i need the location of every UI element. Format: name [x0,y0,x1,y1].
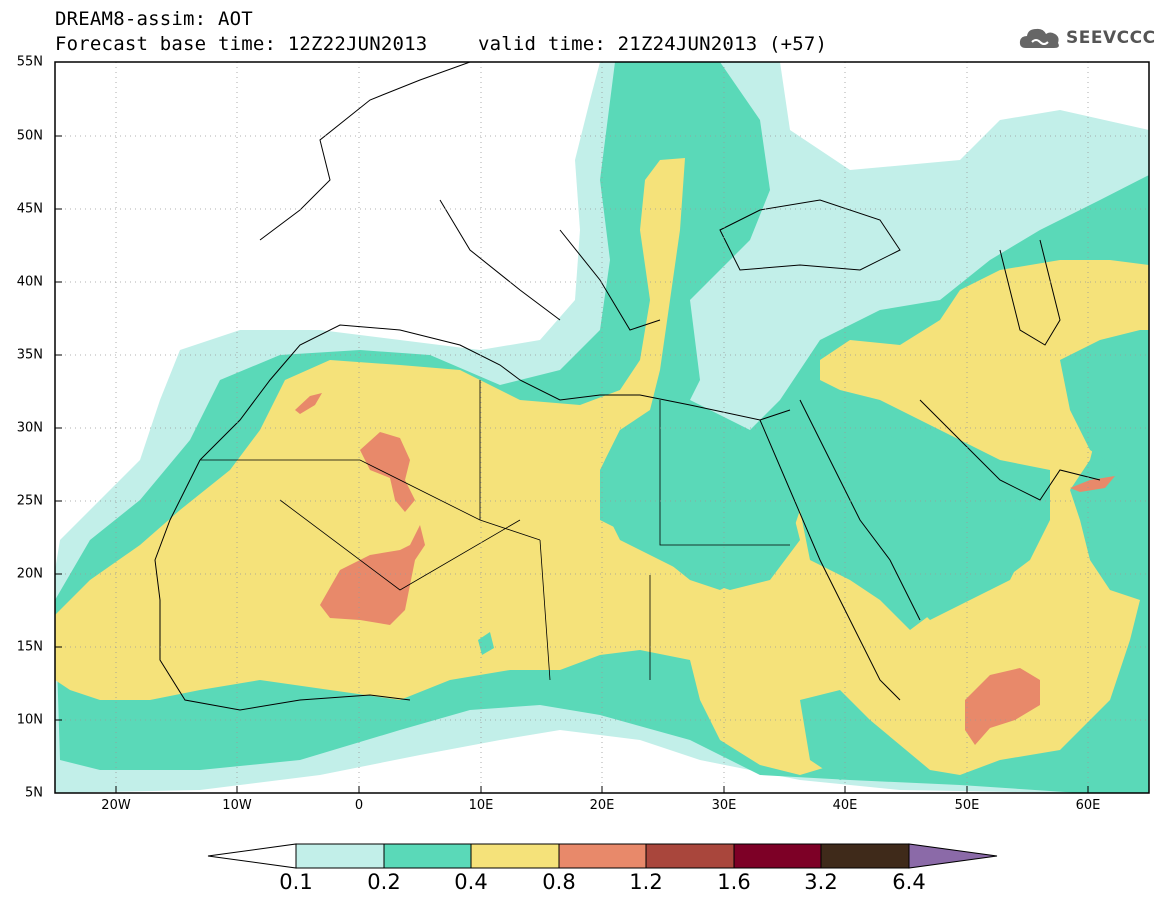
colorbar-bin-1.6 [733,843,822,869]
lat-label-30n: 30N [16,420,43,436]
colorbar [207,843,998,869]
seevccc-logo: SEEVCCC [1018,24,1156,52]
aot-level-0.8-algeria [360,432,415,512]
lon-label-50e: 50E [954,798,980,813]
lon-label-10e: 10E [468,798,494,813]
lon-label-40e: 40E [832,798,858,813]
coastline-gulf [919,399,1101,501]
aot-level-0.8-iran [1070,476,1115,492]
lat-label-5n: 5N [25,785,43,801]
lat-label-40n: 40N [16,274,43,290]
aot-level-0.2-spot [478,632,494,655]
lat-label-45n: 45N [16,201,43,217]
colorbar-over-arrow [908,843,998,869]
valid-time: valid time: 21Z24JUN2013 (+57) [478,33,828,55]
aot-level-0.2-arabia [810,400,1030,620]
country-borders [200,380,790,681]
coastlines [154,62,1101,711]
lat-label-10n: 10N [16,712,43,728]
colorbar-label-6.4: 6.4 [892,870,926,894]
aot-level-0.2-horn [800,690,880,780]
lat-label-50n: 50N [16,128,43,144]
aot-level-0.2-iran [1060,330,1149,470]
colorbar-bin-3.2 [820,843,910,869]
aot-level-0.8-morocco [295,393,322,414]
logo-text: SEEVCCC [1066,28,1156,48]
coastline-blacksea [719,199,901,271]
coastline-northafrica [199,324,791,461]
coastline-redsea [759,399,921,701]
cloud-icon [1019,28,1059,48]
coastline-caspian [999,239,1061,346]
aot-level-0.8-niger [320,525,425,625]
colorbar-label-3.2: 3.2 [804,870,838,894]
colorbar-under-arrow [207,843,297,869]
colorbar-bin-0.8 [558,843,647,869]
coastline-westafrica [154,459,411,711]
colorbar-label-0.8: 0.8 [542,870,576,894]
lat-label-15n: 15N [16,639,43,655]
graticule [55,62,1149,793]
colorbar-label-1.2: 1.2 [629,870,663,894]
lon-label-0: 0 [354,798,364,813]
colorbar-label-0.1: 0.1 [279,870,313,894]
axis-ticks [55,61,1089,793]
colorbar-label-1.6: 1.6 [717,870,751,894]
aot-level-0.8-yemen [965,668,1040,745]
lat-label-25n: 25N [16,493,43,509]
lon-label-10w: 10W [222,798,252,813]
lon-label-60e: 60E [1075,798,1101,813]
aot-level-0.4 [55,158,1149,775]
forecast-base-time: Forecast base time: 12Z22JUN2013 [55,33,428,55]
map-title: DREAM8-assim: AOT [55,8,253,30]
colorbar-bin-0.1 [295,843,385,869]
lon-label-30e: 30E [711,798,737,813]
colorbar-label-0.2: 0.2 [367,870,401,894]
lat-label-55n: 55N [16,54,43,70]
colorbar-bin-0.4 [470,843,560,869]
coastline-europe [259,62,661,331]
lon-label-20w: 20W [101,798,131,813]
colorbar-label-0.4: 0.4 [454,870,488,894]
colorbar-bin-1.2 [645,843,735,869]
lat-label-20n: 20N [16,566,43,582]
colorbar-bin-0.2 [383,843,472,869]
lon-label-20e: 20E [589,798,615,813]
lat-label-35n: 35N [16,347,43,363]
